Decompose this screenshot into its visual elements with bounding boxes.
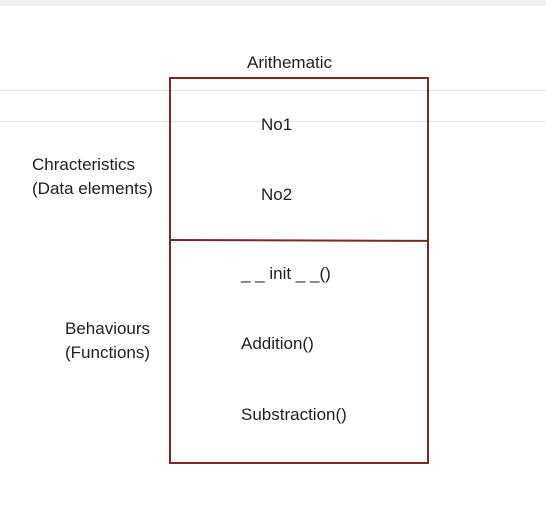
attribute-item: No2 <box>261 185 293 204</box>
attributes-caption-line1: Chracteristics <box>32 155 135 174</box>
method-item: _ _ init _ _() <box>241 264 331 283</box>
attributes-caption-line2: (Data elements) <box>32 179 153 198</box>
attribute-item: No1 <box>261 115 293 134</box>
class-box <box>169 77 429 464</box>
top-strip <box>0 0 546 6</box>
method-item: Substraction() <box>241 405 347 424</box>
behaviours-caption-line2: (Functions) <box>65 343 151 362</box>
class-title: Arithematic <box>247 53 333 72</box>
background-guide-line <box>0 90 546 91</box>
method-item: Addition() <box>241 334 314 353</box>
background-guide-line <box>0 121 546 122</box>
behaviours-caption-line1: Behaviours <box>65 319 151 338</box>
